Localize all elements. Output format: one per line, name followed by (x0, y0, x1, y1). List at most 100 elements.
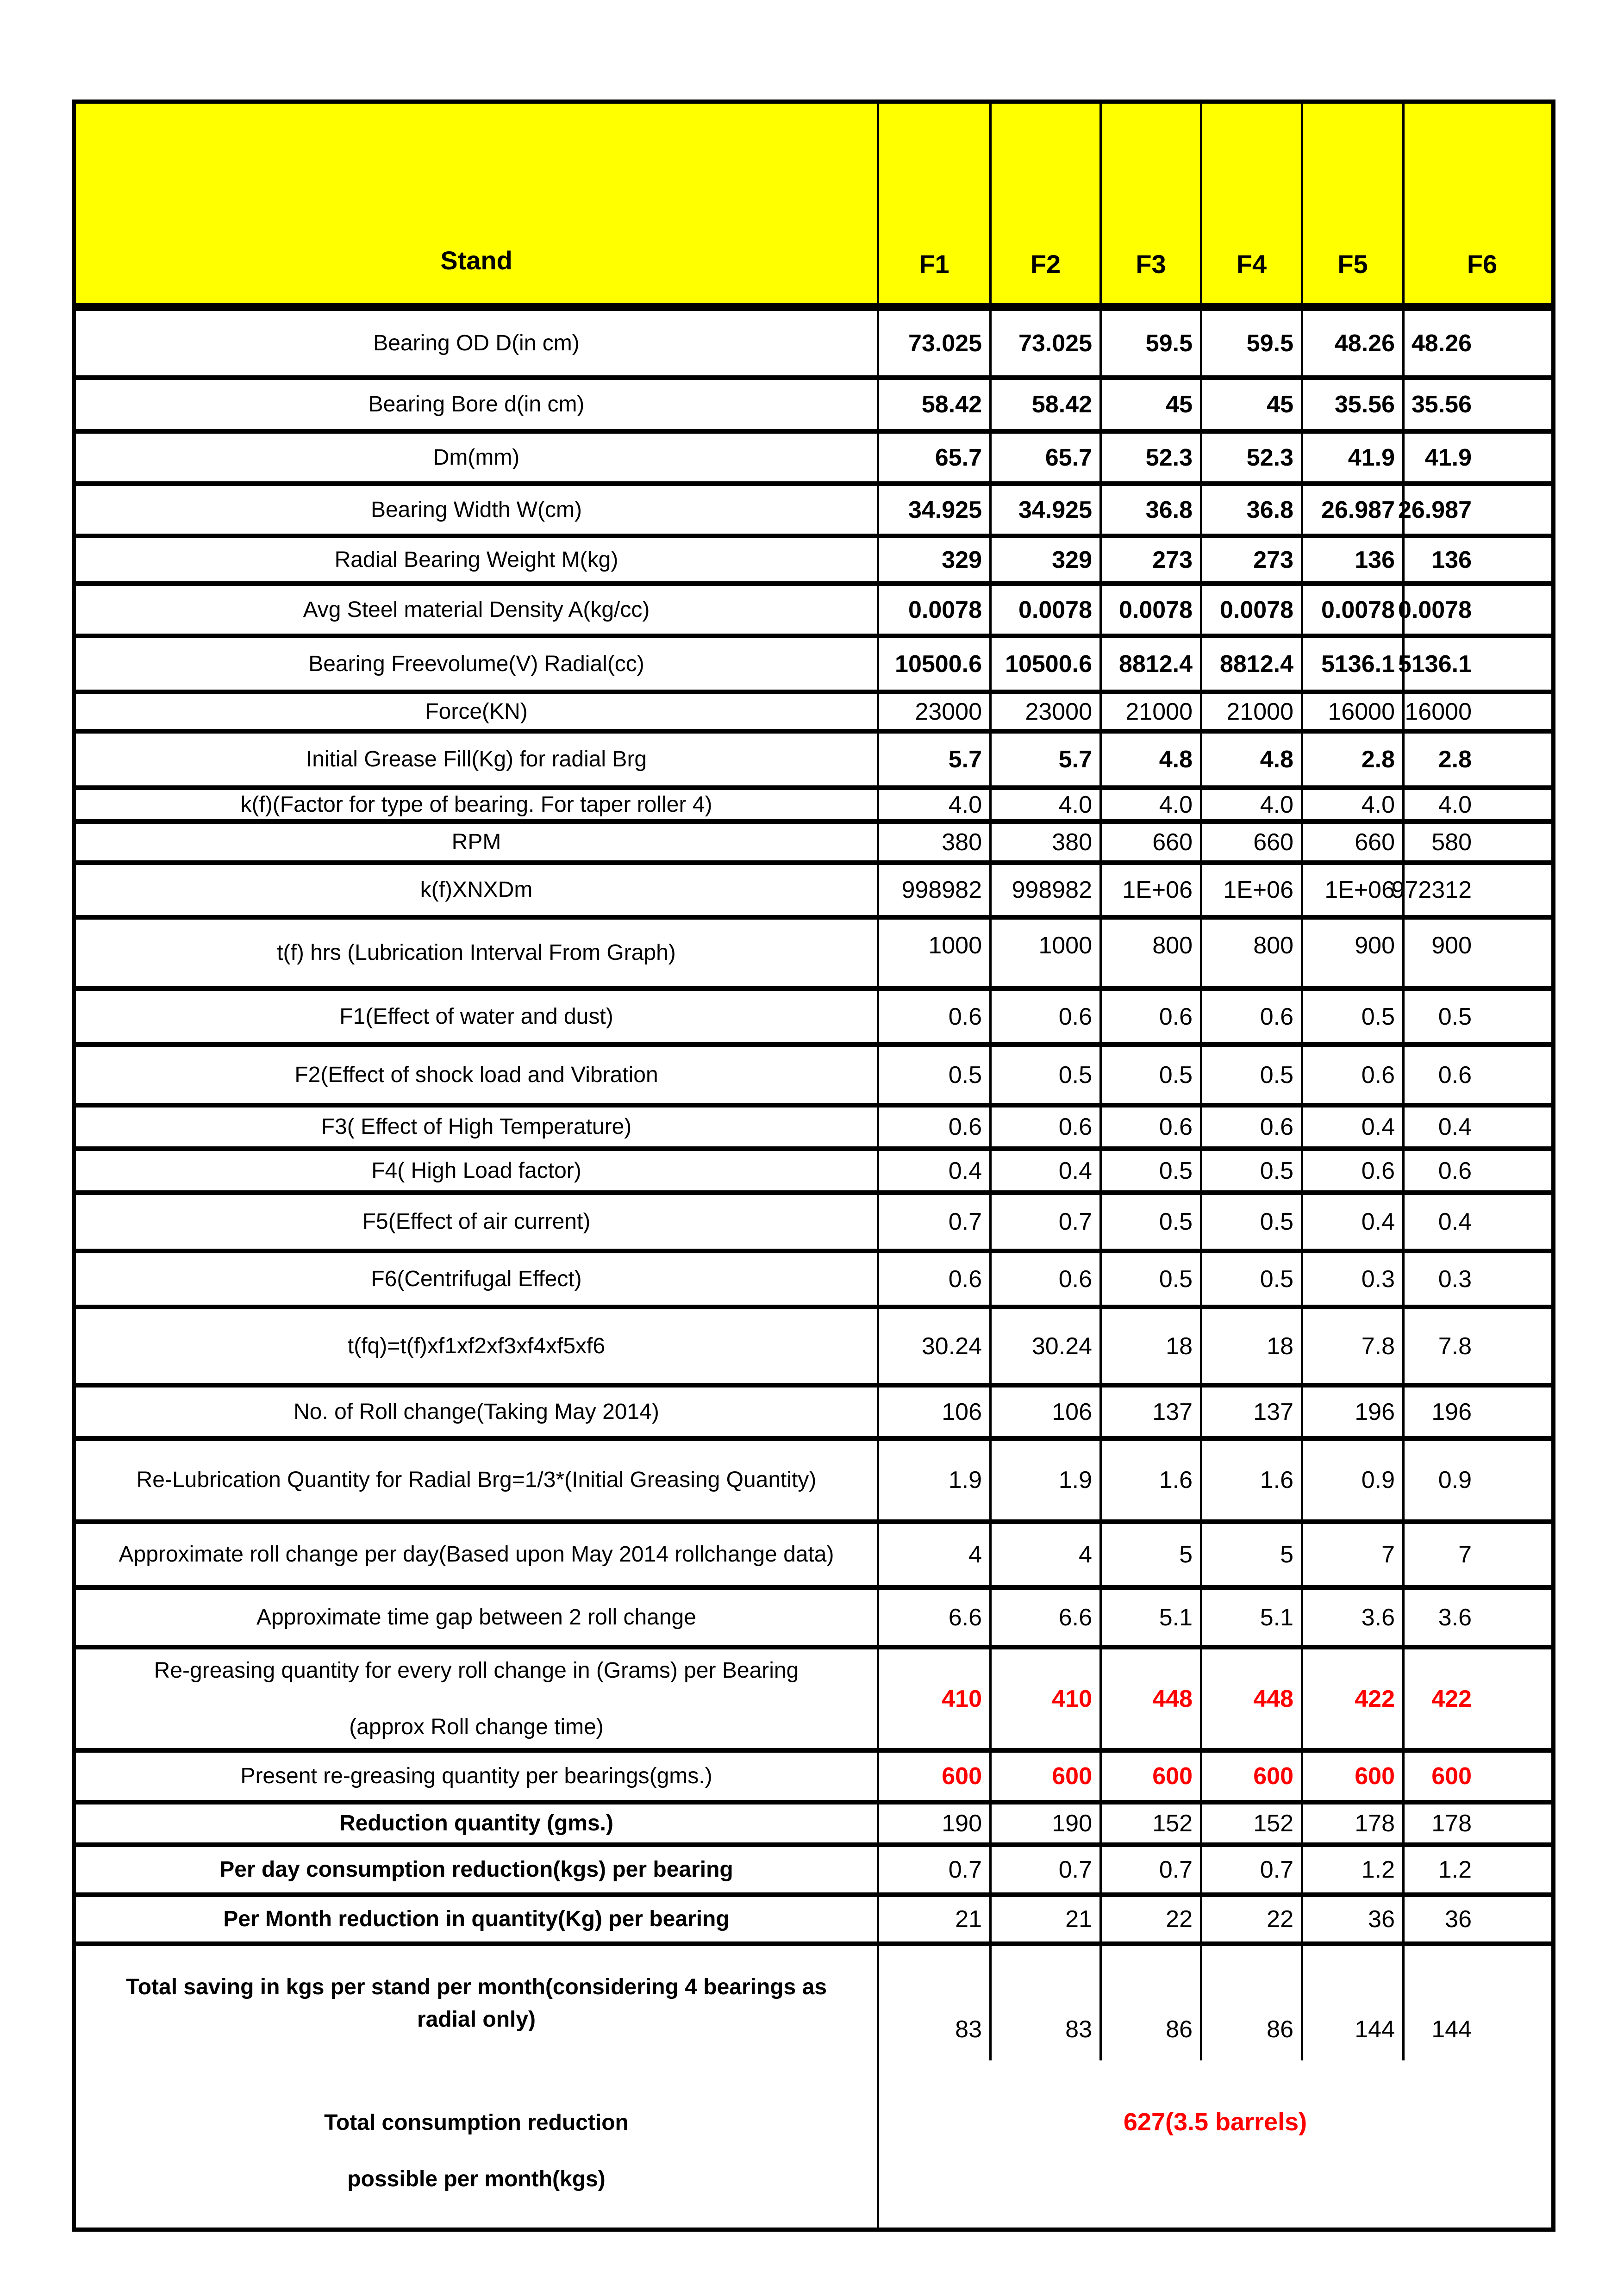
table-row: Present re-greasing quantity per bearing… (76, 1753, 1551, 1804)
cell-value: 5.1 (1102, 1590, 1202, 1645)
cell-value: 83 (879, 1946, 992, 2060)
cell-value: 36.8 (1202, 486, 1303, 534)
cell-value: 380 (992, 824, 1102, 860)
cell-value: 83 (992, 1946, 1102, 2060)
cell-value: 2.8 (1303, 734, 1405, 785)
cell-value: 22 (1202, 1897, 1303, 1941)
table-row: Initial Grease Fill(Kg) for radial Brg 5.… (76, 734, 1551, 790)
cell-value: 58.42 (879, 380, 992, 429)
cell-value: 21000 (1202, 694, 1303, 729)
row-label: t(fq)=t(f)xf1xf2xf3xf4xf5xf6 (76, 1309, 879, 1383)
cell-value: 600 (1431, 1763, 1472, 1790)
header-f4: F4 (1202, 104, 1303, 303)
row-label: Avg Steel material Density A(kg/cc) (76, 586, 879, 634)
cell-value: 137 (1102, 1388, 1202, 1436)
footer-label: Total consumption reduction possible per… (76, 2060, 879, 2228)
row-label-line: Re-greasing quantity for every roll chan… (154, 1658, 799, 1683)
cell-value: 190 (992, 1804, 1102, 1842)
cell-value: 16000 (1405, 698, 1472, 725)
table-row: Bearing Bore d(in cm) 58.42 58.42 45 45 35.56… (76, 380, 1551, 434)
row-label-text: Re-Lubrication Quantity for Radial Brg=1… (136, 1468, 817, 1493)
cell-value: 422 (1431, 1685, 1472, 1712)
cell-value: 0.7 (992, 1847, 1102, 1892)
cell-value: 0.9 (1438, 1467, 1472, 1493)
row-label: k(f)XNXDm (76, 865, 879, 915)
row-label-text: Reduction quantity (gms.) (339, 1811, 613, 1836)
row-label: Bearing Width W(cm) (76, 486, 879, 534)
row-label-text: F1(Effect of water and dust) (339, 1004, 613, 1029)
row-label-text: Force(KN) (425, 699, 528, 724)
cell-value: 0.4 (879, 1151, 992, 1190)
cell-value: 4.8 (1202, 734, 1303, 785)
row-label-text: Bearing Width W(cm) (370, 497, 582, 522)
cell-value: 900 (1431, 932, 1472, 959)
table-row: Force(KN) 23000 23000 21000 21000 16000 16000 (76, 694, 1551, 734)
table-row: Per day consumption reduction(kgs) per b… (76, 1847, 1551, 1897)
cell-value: 1.9 (992, 1441, 1102, 1519)
cell-value: 580 (1431, 828, 1472, 856)
cell-value: 0.6 (1438, 1061, 1472, 1089)
row-label: RPM (76, 824, 879, 860)
footer-label-line1: Total consumption reduction (324, 2110, 629, 2135)
cell-value: 4.0 (1438, 791, 1472, 818)
cell-value: 4.0 (1102, 790, 1202, 819)
row-label-text: F4( High Load factor) (371, 1158, 581, 1183)
row-label-text: F3( Effect of High Temperature) (321, 1114, 632, 1139)
table-row: Avg Steel material Density A(kg/cc) 0.007… (76, 586, 1551, 638)
row-label: Bearing OD D(in cm) (76, 311, 879, 375)
cell-value: 152 (1102, 1804, 1202, 1842)
row-label-text: Approximate time gap between 2 roll chan… (256, 1605, 696, 1630)
table-row: RPM 380 380 660 660 660 580 (76, 824, 1551, 865)
row-label-text: F6(Centrifugal Effect) (371, 1266, 582, 1291)
cell-value: 380 (879, 824, 992, 860)
cell-value: 5 (1102, 1524, 1202, 1585)
row-label-text: Approximate roll change per day(Based up… (119, 1542, 834, 1567)
row-label: k(f)(Factor for type of bearing. For tap… (76, 790, 879, 819)
cell-value: 5136.1 (1303, 638, 1405, 690)
cell-value: 52.3 (1202, 434, 1303, 481)
cell-value: 0.7 (992, 1195, 1102, 1249)
cell-value: 600 (1202, 1753, 1303, 1800)
cell-value: 600 (879, 1753, 992, 1800)
cell-value: 0.0078 (1398, 596, 1472, 623)
cell-value: 6.6 (992, 1590, 1102, 1645)
cell-value: 0.5 (1202, 1253, 1303, 1305)
cell-value: 5.7 (879, 734, 992, 785)
cell-value: 0.5 (1438, 1003, 1472, 1030)
cell-value: 36 (1303, 1897, 1405, 1941)
cell-value: 448 (1202, 1649, 1303, 1748)
cell-value: 600 (1303, 1753, 1405, 1800)
cell-value: 273 (1202, 538, 1303, 581)
cell-value: 600 (992, 1753, 1102, 1800)
cell-value: 0.5 (1202, 1047, 1303, 1103)
cell-value: 0.6 (1438, 1157, 1472, 1184)
cell-value: 6.6 (879, 1590, 992, 1645)
cell-value: 0.0078 (879, 586, 992, 634)
row-label: Re-greasing quantity for every roll chan… (76, 1649, 879, 1748)
cell-value: 0.0078 (1303, 586, 1405, 634)
footer-label-line2: possible per month(kgs) (347, 2166, 606, 2191)
cell-value: 4.0 (992, 790, 1102, 819)
cell-value: 0.0078 (1102, 586, 1202, 634)
cell-value: 10500.6 (992, 638, 1102, 690)
cell-value: 1.6 (1202, 1441, 1303, 1519)
cell-value: 45 (1202, 380, 1303, 429)
cell-value: 73.025 (992, 311, 1102, 375)
cell-value: 3.6 (1303, 1590, 1405, 1645)
cell-value: 1000 (992, 920, 1102, 986)
footer-total-value: 627(3.5 barrels) (1123, 2108, 1307, 2136)
cell-value: 0.5 (1202, 1195, 1303, 1249)
cell-value: 21 (992, 1897, 1102, 1941)
cell-value: 0.4 (1303, 1108, 1405, 1146)
cell-value: 5136.1 (1398, 650, 1472, 678)
cell-value: 86 (1102, 1946, 1202, 2060)
cell-value: 144 (1303, 1946, 1405, 2060)
cell-value: 0.5 (1102, 1047, 1202, 1103)
cell-value: 410 (879, 1649, 992, 1748)
table-row: Approximate roll change per day(Based up… (76, 1524, 1551, 1590)
cell-value: 0.4 (992, 1151, 1102, 1190)
table-row: Per Month reduction in quantity(Kg) per … (76, 1897, 1551, 1946)
cell-value: 34.925 (879, 486, 992, 534)
cell-value: 5.7 (992, 734, 1102, 785)
cell-value: 0.6 (1102, 1108, 1202, 1146)
